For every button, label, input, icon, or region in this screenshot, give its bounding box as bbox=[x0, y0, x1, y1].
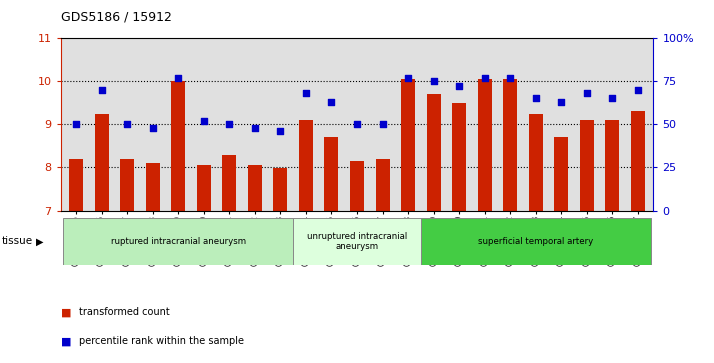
Bar bbox=[197, 165, 211, 211]
Bar bbox=[529, 114, 543, 211]
Bar bbox=[64, 218, 293, 265]
Point bbox=[70, 121, 81, 127]
Bar bbox=[248, 165, 262, 211]
Point bbox=[96, 87, 107, 93]
Text: superficial temporal artery: superficial temporal artery bbox=[478, 237, 593, 246]
Point bbox=[479, 75, 491, 81]
Bar bbox=[376, 159, 390, 211]
Point bbox=[428, 78, 439, 84]
Bar bbox=[421, 218, 650, 265]
Bar bbox=[94, 114, 109, 211]
Bar bbox=[120, 159, 134, 211]
Point bbox=[249, 125, 261, 131]
Bar bbox=[426, 94, 441, 211]
Point bbox=[505, 75, 516, 81]
Bar bbox=[554, 137, 568, 211]
Bar bbox=[324, 137, 338, 211]
Text: ruptured intracranial aneurysm: ruptured intracranial aneurysm bbox=[111, 237, 246, 246]
Bar bbox=[580, 120, 594, 211]
Bar bbox=[350, 161, 364, 211]
Point bbox=[173, 75, 184, 81]
Text: ■: ■ bbox=[61, 336, 71, 346]
Bar bbox=[452, 103, 466, 211]
Text: ▶: ▶ bbox=[36, 236, 44, 246]
Bar bbox=[273, 168, 288, 211]
Point bbox=[326, 99, 337, 105]
Point bbox=[351, 121, 363, 127]
Text: GDS5186 / 15912: GDS5186 / 15912 bbox=[61, 11, 171, 24]
Bar bbox=[631, 111, 645, 211]
Point bbox=[198, 118, 209, 124]
Bar bbox=[293, 218, 421, 265]
Bar bbox=[69, 159, 83, 211]
Point bbox=[121, 121, 133, 127]
Text: unruptured intracranial
aneurysm: unruptured intracranial aneurysm bbox=[307, 232, 407, 251]
Bar bbox=[478, 79, 492, 211]
Point bbox=[300, 90, 311, 96]
Bar bbox=[605, 120, 620, 211]
Text: transformed count: transformed count bbox=[79, 307, 169, 317]
Text: tissue: tissue bbox=[2, 236, 34, 246]
Point bbox=[403, 75, 414, 81]
Bar bbox=[503, 79, 517, 211]
Bar bbox=[171, 81, 185, 211]
Bar bbox=[222, 155, 236, 211]
Bar bbox=[401, 79, 415, 211]
Point bbox=[377, 121, 388, 127]
Point bbox=[223, 121, 235, 127]
Point bbox=[275, 129, 286, 134]
Point bbox=[581, 90, 593, 96]
Point bbox=[607, 95, 618, 101]
Text: ■: ■ bbox=[61, 307, 71, 317]
Point bbox=[633, 87, 644, 93]
Text: percentile rank within the sample: percentile rank within the sample bbox=[79, 336, 243, 346]
Point bbox=[555, 99, 567, 105]
Point bbox=[530, 95, 541, 101]
Bar bbox=[299, 120, 313, 211]
Point bbox=[147, 125, 159, 131]
Bar bbox=[146, 163, 160, 211]
Point bbox=[453, 83, 465, 89]
